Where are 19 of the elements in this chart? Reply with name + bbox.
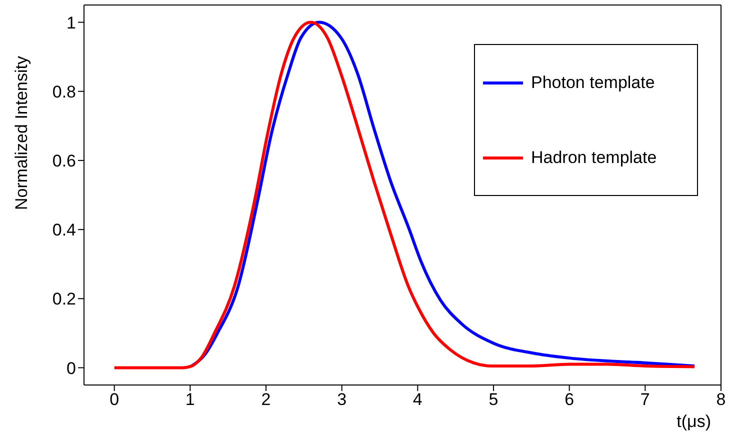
legend-label: Hadron template — [531, 148, 657, 168]
y-tick-label: 0 — [66, 358, 76, 378]
y-tick-label: 0.4 — [52, 220, 76, 240]
y-tick-label: 0.2 — [52, 290, 76, 309]
x-tick-label: 8 — [716, 390, 726, 410]
x-tick-label: 2 — [261, 390, 271, 410]
x-tick-label: 5 — [488, 390, 498, 410]
y-tick-label: 0.6 — [52, 151, 76, 170]
legend-label: Photon template — [531, 72, 655, 92]
x-axis-title: t(μs) — [676, 412, 711, 431]
x-tick-label: 4 — [412, 390, 422, 410]
y-tick-label: 0.8 — [52, 82, 76, 102]
x-tick-label: 6 — [564, 390, 574, 410]
x-tick-label: 3 — [337, 390, 347, 410]
y-tick-label: 1 — [66, 13, 76, 32]
x-tick-label: 0 — [110, 390, 120, 410]
x-tick-label: 7 — [640, 390, 650, 410]
x-tick-label: 1 — [185, 390, 195, 410]
y-axis-title: Normalized Intensity — [12, 55, 32, 210]
